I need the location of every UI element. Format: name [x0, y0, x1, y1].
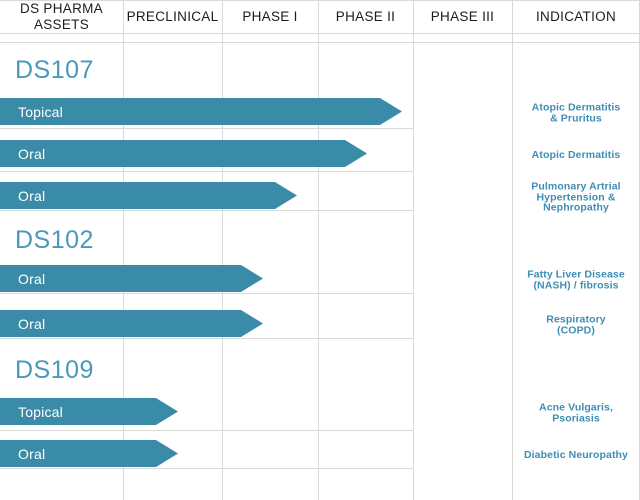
bar-route-label: Topical [18, 103, 63, 120]
pipeline-bar-ds107-topical-0: Topical [0, 98, 402, 125]
column-gridline [123, 0, 124, 500]
asset-title-ds109: DS109 [15, 356, 94, 384]
bar-route-label: Oral [18, 315, 46, 332]
asset-title-ds107: DS107 [15, 56, 94, 84]
pipeline-bar-ds109-oral-1: Oral [0, 440, 178, 467]
header-cell-preclinical: PRECLINICAL [126, 8, 219, 24]
row-gridline [0, 468, 413, 469]
pipeline-bar-ds107-oral-2: Oral [0, 182, 297, 209]
row-gridline [0, 293, 413, 294]
row-gridline [0, 338, 413, 339]
indication-label: Atopic Dermatitis [531, 148, 621, 161]
row-gridline [0, 171, 413, 172]
column-gridline [222, 0, 223, 500]
column-gridline [512, 0, 513, 500]
asset-title-ds102: DS102 [15, 226, 94, 254]
bar-route-label: Oral [18, 445, 46, 462]
row-gridline [0, 430, 413, 431]
column-gridline [413, 0, 414, 500]
bar-route-label: Oral [18, 145, 46, 162]
pipeline-bar-ds109-topical-0: Topical [0, 398, 178, 425]
indication-label: Respiratory (COPD) [546, 313, 606, 336]
row-gridline [0, 210, 413, 211]
pipeline-bar-ds107-oral-1: Oral [0, 140, 367, 167]
indication-label: Atopic Dermatitis & Pruritus [531, 101, 621, 124]
bar-route-label: Oral [18, 270, 46, 287]
indication-label: Diabetic Neuropathy [523, 448, 628, 461]
pipeline-bar-ds102-oral-0: Oral [0, 265, 263, 292]
indication-label: Pulmonary Artrial Hypertension & Nephrop… [531, 180, 621, 214]
bar-route-label: Oral [18, 187, 46, 204]
row-gridline [0, 33, 640, 34]
header-cell-phase-i: PHASE I [242, 8, 298, 24]
indication-label: Fatty Liver Disease (NASH) / fibrosis [527, 268, 625, 291]
indication-label: Acne Vulgaris, Psoriasis [539, 401, 613, 424]
row-gridline [0, 128, 413, 129]
row-gridline [0, 42, 640, 43]
bar-route-label: Topical [18, 403, 63, 420]
column-gridline [318, 0, 319, 500]
pipeline-bar-ds102-oral-1: Oral [0, 310, 263, 337]
header-cell-indication: INDICATION [536, 8, 616, 24]
header-cell-ds-pharma-assets: DS PHARMA ASSETS [20, 0, 103, 32]
header-cell-phase-ii: PHASE II [335, 8, 396, 24]
header-cell-phase-iii: PHASE III [430, 8, 495, 24]
row-gridline [0, 0, 640, 1]
